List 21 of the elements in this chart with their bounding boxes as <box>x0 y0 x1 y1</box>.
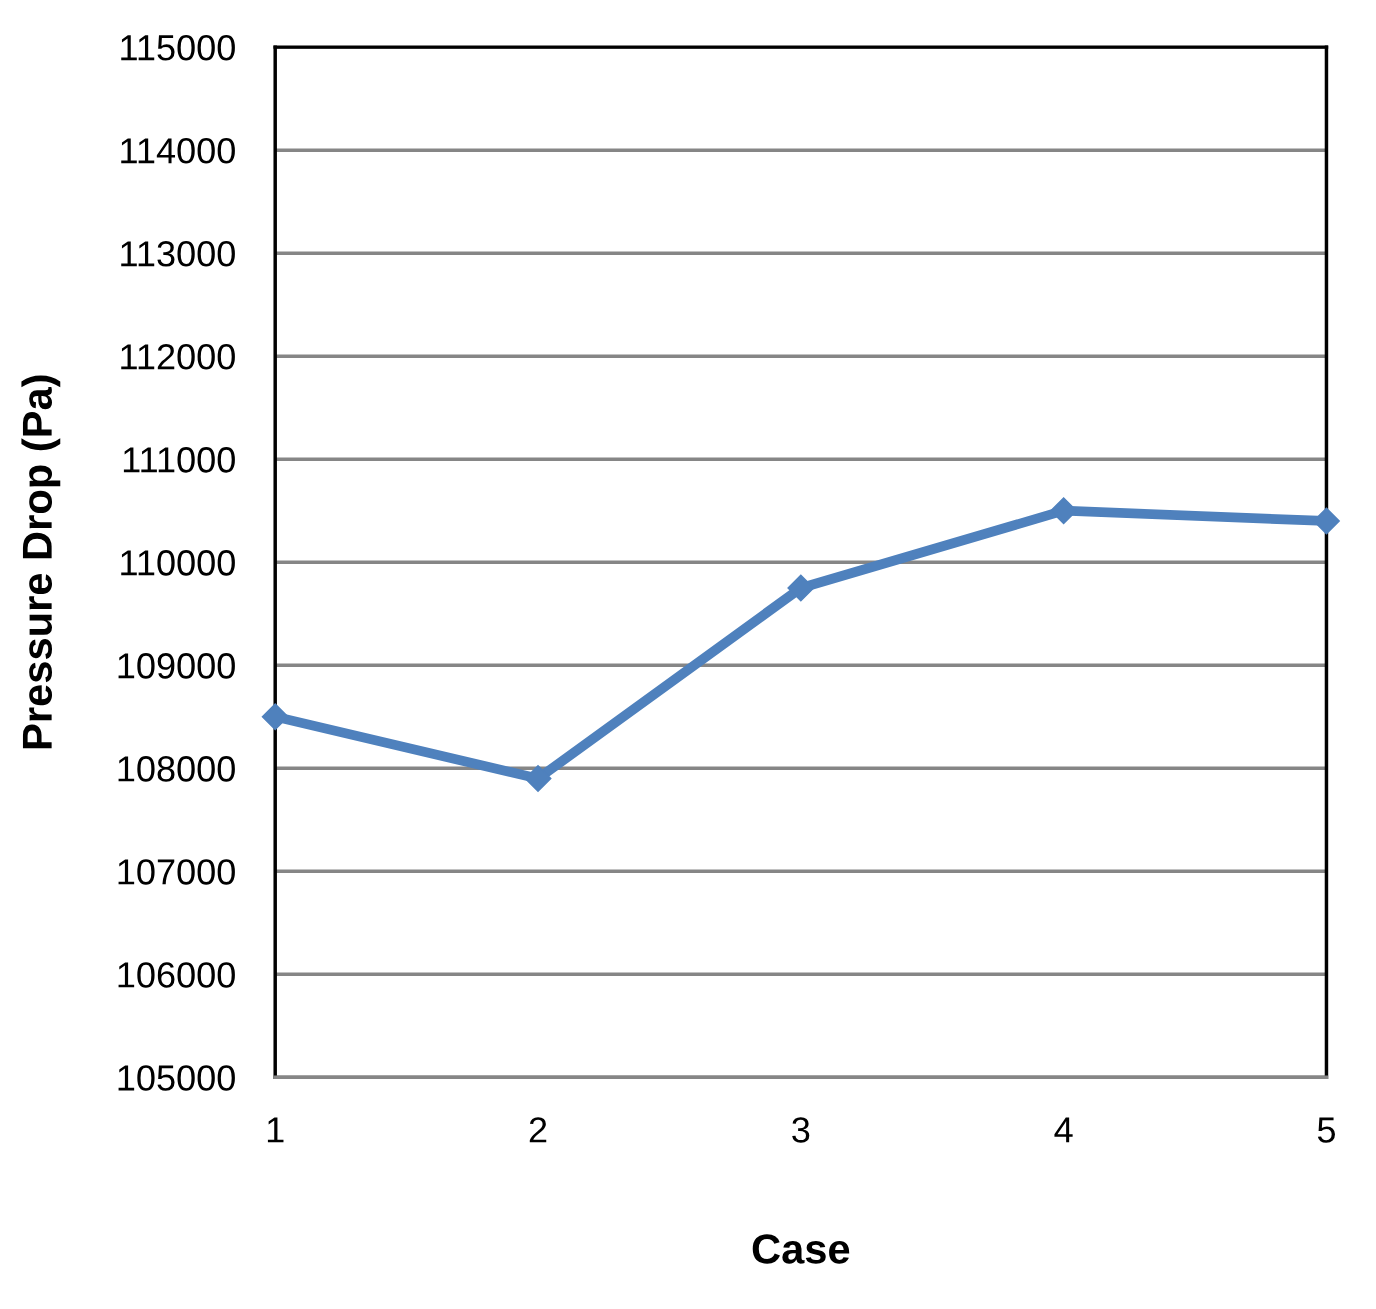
x-tick-label: 4 <box>1054 1117 1073 1143</box>
y-tick-label: 112000 <box>121 344 235 370</box>
x-axis-title: Case <box>752 1234 850 1264</box>
y-tick-label: 111000 <box>123 447 235 473</box>
y-tick-label: 107000 <box>118 859 235 885</box>
point <box>524 765 552 793</box>
y-tick-label: 114000 <box>121 138 235 164</box>
y-tick-label: 108000 <box>118 756 235 782</box>
point <box>261 703 289 731</box>
y-tick-label: 105000 <box>118 1065 235 1091</box>
x-tick-label: 5 <box>1317 1117 1335 1143</box>
y-tick-label: 106000 <box>118 962 235 988</box>
y-tick-label: 109000 <box>118 653 235 679</box>
y-tick-label: 113000 <box>121 241 235 267</box>
y-axis-title: Pressure Drop (Pa) <box>21 375 61 749</box>
x-tick-label: 2 <box>529 1117 547 1143</box>
y-tick-label: 115000 <box>121 34 235 61</box>
point <box>787 574 815 602</box>
x-tick-label: 3 <box>792 1117 810 1143</box>
y-tick-label: 110000 <box>121 550 235 576</box>
x-tick-label: 1 <box>267 1117 284 1143</box>
